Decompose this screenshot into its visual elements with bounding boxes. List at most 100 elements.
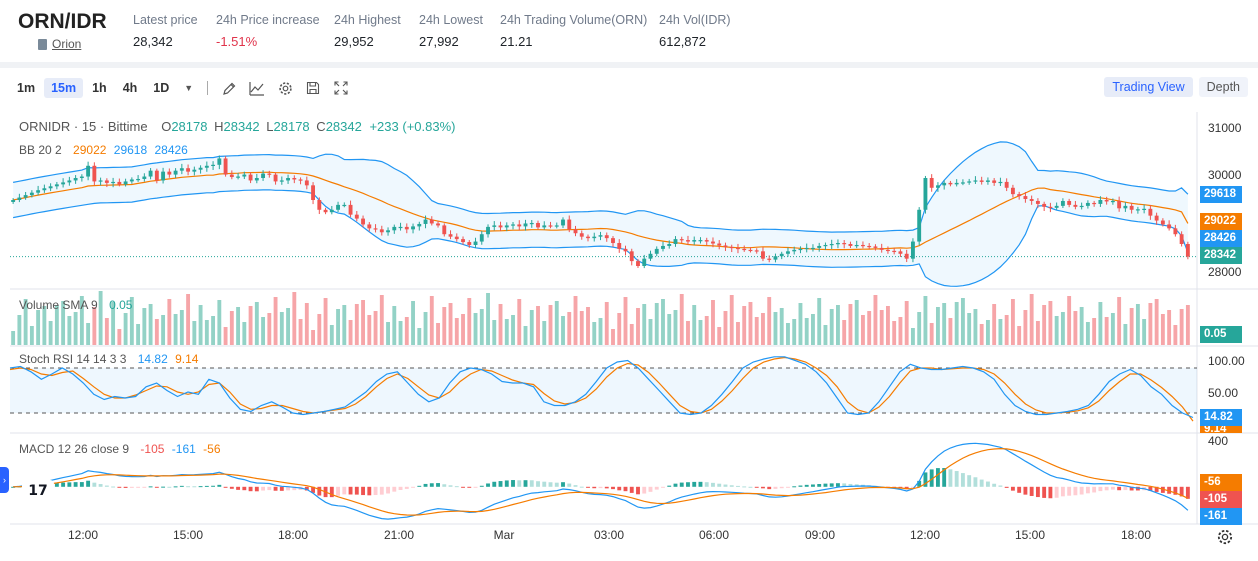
candle-body (242, 174, 247, 177)
macd-histogram-bar (954, 471, 959, 487)
volume-bar (973, 309, 978, 345)
timeframe-dropdown-icon[interactable]: ▼ (184, 83, 194, 93)
macd-histogram-bar (136, 486, 141, 488)
candle-body (886, 249, 890, 252)
candle-body (767, 258, 772, 260)
macd-histogram-bar (967, 475, 972, 487)
candle-body (236, 176, 241, 178)
save-icon[interactable] (305, 80, 321, 96)
volume-bar (67, 316, 72, 345)
candle-body (398, 226, 403, 229)
trading-view-tab[interactable]: Trading View (1104, 77, 1193, 97)
candle-body (67, 180, 72, 183)
macd-histogram-bar (523, 480, 528, 487)
candle-body (929, 178, 934, 188)
timeframe-15m[interactable]: 15m (44, 78, 84, 98)
candle-body (229, 174, 234, 178)
fullscreen-icon[interactable] (333, 80, 349, 96)
candle-body (204, 165, 209, 168)
volume-bar (567, 312, 572, 345)
candle-body (954, 182, 959, 185)
macd-histogram-bar (848, 483, 853, 487)
volume-bar (692, 305, 697, 345)
volume-bar (98, 291, 103, 345)
indicator-chart-icon[interactable] (249, 80, 265, 96)
volume-bar (417, 328, 422, 345)
volume-legend: Volume SMA 9 0.05 (19, 298, 132, 312)
coin-name[interactable]: Orion (52, 37, 82, 51)
macd-signal-badge: -56 (1200, 474, 1242, 491)
volume-bar (386, 322, 390, 345)
candle-body (54, 184, 59, 187)
volume-bar (604, 302, 609, 345)
candle-body (442, 225, 447, 235)
macd-histogram-bar (748, 486, 753, 488)
volume-bar (123, 313, 128, 345)
volume-bar (960, 298, 965, 345)
stoch-d-badge: 9.14 (1200, 425, 1242, 433)
time-axis-label: 12:00 (909, 528, 941, 542)
volume-bar (792, 319, 797, 345)
coin-link[interactable]: Orion (38, 37, 81, 51)
timeframe-4h[interactable]: 4h (122, 81, 138, 95)
symbol-label: ORNIDR · 15 · Bittime (19, 119, 148, 134)
macd-histogram-bar (1004, 486, 1009, 488)
draw-pen-icon[interactable] (221, 80, 237, 96)
candle-body (998, 181, 1003, 184)
candle-body (129, 179, 134, 182)
volume-bar (361, 300, 365, 345)
candle-body (286, 178, 291, 181)
macd-histogram-bar (398, 486, 403, 490)
candle-body (1129, 205, 1134, 210)
volume-bar (186, 294, 191, 345)
bb-lower-badge: 28426 (1200, 230, 1242, 247)
macd-histogram-bar (417, 485, 422, 487)
candle-body (842, 243, 847, 245)
settings-gear-icon[interactable] (1216, 528, 1234, 546)
macd-histogram-bar (104, 485, 109, 487)
volume-bar (967, 313, 972, 345)
side-panel-toggle-icon[interactable]: › (0, 467, 9, 493)
candle-body (98, 180, 103, 182)
volume-bar (104, 318, 109, 345)
depth-tab[interactable]: Depth (1198, 77, 1248, 97)
volume-bar (1042, 305, 1047, 345)
candle-body (1110, 200, 1115, 203)
candle-body (561, 219, 565, 226)
timeframe-1h[interactable]: 1h (92, 81, 107, 95)
volume-bar (948, 318, 953, 345)
volume-bar (142, 308, 147, 345)
volume-bar (1004, 315, 1009, 345)
price-legend: ORNIDR · 15 · Bittime O28178 H28342 L281… (19, 119, 456, 134)
macd-histogram-bar (411, 486, 415, 488)
time-axis-label: 15:00 (1014, 528, 1046, 542)
candle-body (273, 174, 278, 182)
macd-histogram-bar (461, 486, 465, 488)
volume-bar (742, 306, 747, 345)
settings-gear-icon[interactable] (277, 80, 293, 96)
volume-bar (1142, 319, 1147, 345)
macd-histogram-bar (1129, 486, 1134, 491)
macd-histogram-bar (948, 469, 953, 487)
timeframe-1d[interactable]: 1D (153, 81, 170, 95)
candle-body (1092, 202, 1097, 205)
volume-bar (192, 321, 197, 345)
stat-volume-orn: 24h Trading Volume(ORN) 21.21 (500, 13, 647, 49)
volume-bar (804, 318, 809, 345)
candle-body (879, 247, 884, 250)
candle-body (910, 241, 915, 259)
volume-bar (217, 300, 222, 345)
candle-body (992, 180, 997, 183)
candle-body (1173, 228, 1178, 235)
timeframe-1m[interactable]: 1m (17, 81, 36, 95)
ohlc-open: 28178 (171, 119, 208, 134)
volume-bar (273, 297, 278, 345)
macd-histogram-bar (929, 469, 934, 487)
candle-body (498, 225, 503, 228)
macd-histogram-bar (661, 486, 665, 488)
macd-histogram-bar (342, 486, 347, 495)
macd-signal-value: -56 (203, 442, 221, 456)
candle-body (217, 158, 222, 165)
volume-bar (198, 305, 203, 345)
